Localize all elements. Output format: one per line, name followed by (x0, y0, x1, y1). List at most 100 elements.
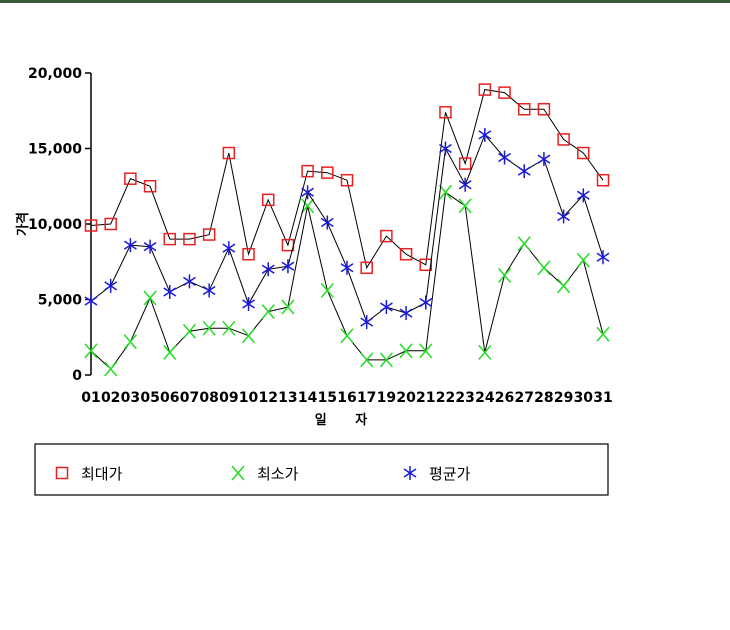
data-point (222, 146, 236, 160)
legend-marker (403, 466, 417, 480)
data-point (320, 215, 334, 230)
x-stroke (84, 343, 98, 359)
y-tick-label: 15,000 (28, 142, 82, 158)
x-tick-label: 14 (298, 390, 318, 406)
x-stroke (340, 328, 354, 344)
top-border (0, 0, 730, 3)
x-stroke (458, 198, 472, 214)
asterisk-stroke (261, 264, 275, 274)
data-point (183, 232, 196, 246)
legend-label: 최대가 (81, 465, 123, 483)
asterisk-stroke (340, 263, 354, 273)
x-stroke (104, 361, 118, 377)
x-tick-label: 12 (258, 390, 277, 406)
asterisk-stroke (439, 143, 452, 154)
x-tick-label: 21 (416, 390, 435, 406)
data-point (281, 299, 295, 315)
x-stroke (143, 290, 157, 306)
data-point (281, 259, 295, 274)
x-stroke (497, 267, 512, 283)
x-stroke (379, 352, 393, 368)
data-point (399, 247, 413, 261)
series-line (90, 191, 604, 370)
data-point (143, 180, 157, 193)
asterisk-stroke (123, 240, 137, 250)
data-point (340, 328, 354, 344)
data-point (360, 261, 373, 275)
data-point (261, 262, 275, 277)
asterisk-stroke (379, 302, 393, 312)
x-stroke (301, 198, 315, 214)
x-tick-label: 15 (318, 390, 337, 406)
asterisk-stroke (242, 299, 255, 309)
data-point (576, 252, 590, 268)
data-point (123, 238, 137, 253)
x-tick-label: 01 (81, 390, 100, 406)
x-tick-label: 13 (278, 390, 297, 406)
x-tick-label: 09 (219, 390, 238, 406)
series-2 (84, 127, 610, 330)
data-point (202, 228, 216, 241)
legend-marker (55, 466, 69, 480)
data-point (498, 86, 511, 99)
data-point (497, 267, 512, 283)
data-point (163, 344, 177, 360)
x-tick-label: 16 (337, 390, 356, 406)
data-point (439, 106, 452, 119)
x-stroke (241, 328, 256, 344)
data-point (380, 229, 393, 243)
data-point (261, 193, 275, 207)
asterisk-stroke (399, 308, 413, 318)
data-point (84, 343, 98, 359)
data-point (340, 173, 354, 187)
x-stroke (438, 184, 453, 200)
data-point (537, 260, 551, 276)
legend-label: 평균가 (429, 465, 471, 483)
data-point (596, 326, 610, 342)
asterisk-stroke (84, 296, 98, 306)
x-tick-label: 30 (574, 390, 594, 406)
data-point (399, 306, 413, 321)
data-point (478, 127, 492, 142)
data-point (301, 164, 314, 178)
legend-label: 최소가 (257, 465, 299, 483)
series-1 (84, 184, 610, 377)
data-point (517, 236, 531, 252)
chart-axes: 0 5,000 10,000 15,000 20,000 01 02 03 05 06 07 08 09… (28, 66, 613, 406)
data-point (379, 352, 393, 368)
data-point (104, 361, 118, 377)
x-stroke (320, 282, 334, 298)
data-point (143, 290, 157, 306)
data-point (163, 232, 177, 246)
x-tick-label: 23 (455, 390, 474, 406)
x-tick-label: 31 (593, 390, 612, 406)
asterisk-stroke (320, 217, 334, 228)
x-tick-label: 08 (199, 390, 218, 406)
data-point (379, 300, 393, 315)
x-stroke (478, 344, 492, 360)
x-stroke (596, 326, 610, 342)
data-point (321, 166, 334, 179)
data-point (124, 172, 137, 185)
asterisk-stroke (419, 297, 433, 308)
data-point (438, 184, 453, 200)
data-point (419, 295, 433, 310)
x-stroke (557, 278, 571, 294)
x-stroke (360, 352, 374, 368)
asterisk-stroke (478, 130, 492, 140)
data-point (557, 209, 571, 224)
x-stroke (163, 344, 177, 360)
x-tick-label: 17 (357, 390, 376, 406)
x-tick-label: 19 (377, 390, 396, 406)
x-tick-label: 06 (160, 390, 179, 406)
y-tick-label: 20,000 (28, 66, 82, 82)
x-stroke (576, 252, 590, 268)
data-point (576, 188, 590, 203)
x-stroke (537, 260, 551, 276)
x-stroke (202, 320, 216, 336)
y-tick-label: 0 (72, 368, 82, 384)
asterisk-stroke (281, 261, 295, 271)
data-point (320, 282, 334, 298)
asterisk-stroke (301, 187, 315, 197)
